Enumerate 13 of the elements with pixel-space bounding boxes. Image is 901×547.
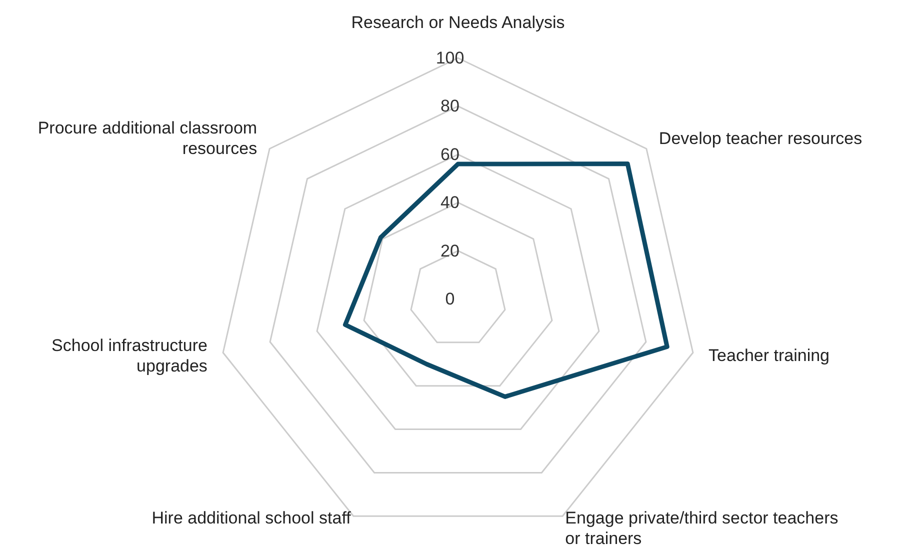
- spoke-label: Engage private/third sector teachers or trainers: [565, 508, 838, 547]
- y-tick-label: 40: [440, 193, 460, 212]
- spoke-label: Hire additional school staff: [152, 508, 352, 528]
- spoke-label: Teacher training: [708, 346, 830, 366]
- y-tick-label: 100: [436, 48, 464, 68]
- y-tick-label: 20: [440, 241, 460, 260]
- y-tick-label: 80: [440, 96, 460, 116]
- spoke-label: Develop teacher resources: [658, 128, 862, 148]
- y-tick-label: 60: [440, 144, 460, 164]
- spoke-label: Procure additional classroom resources: [38, 118, 258, 158]
- y-tick-label: 0: [445, 290, 455, 308]
- spoke-label: Research or Needs Analysis: [351, 13, 565, 32]
- spoke-label: School infrastructure upgrades: [52, 336, 208, 376]
